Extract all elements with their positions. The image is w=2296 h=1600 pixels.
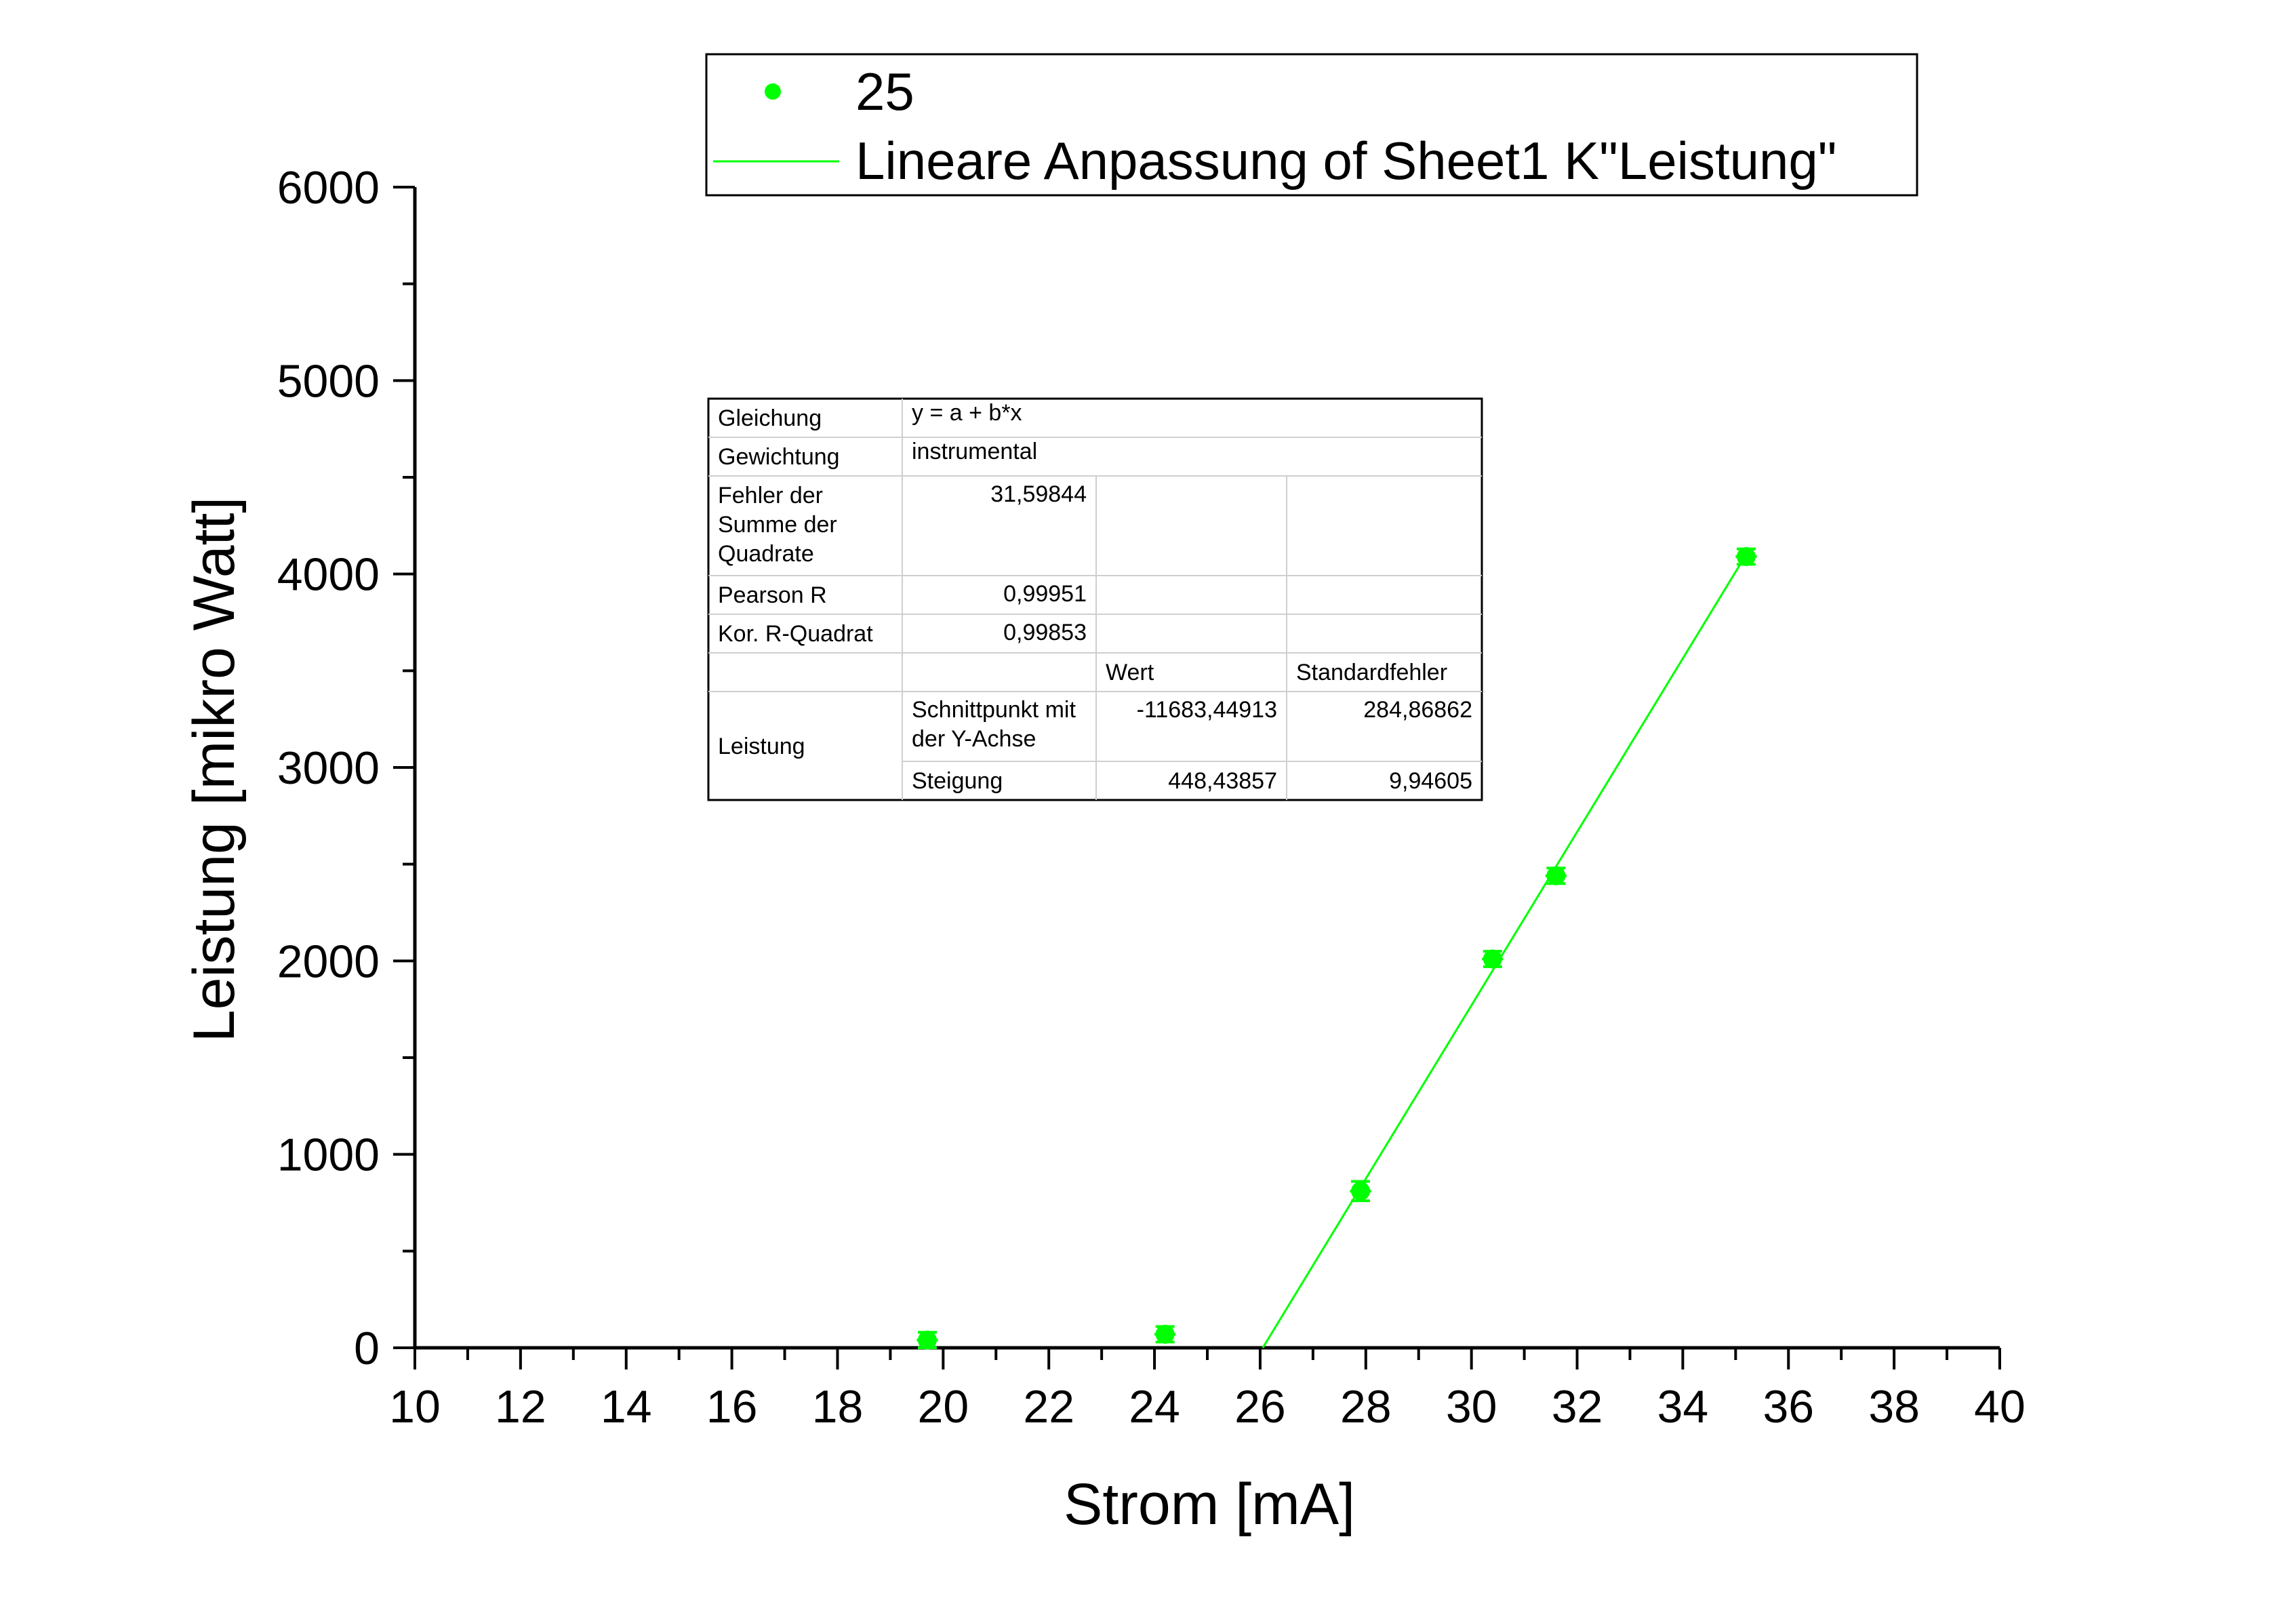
y-tick-label: 2000 [277, 936, 380, 987]
fit-table-cell: Pearson R [718, 582, 827, 608]
y-tick-label: 1000 [277, 1129, 380, 1181]
data-point [917, 1330, 937, 1350]
data-point [1736, 546, 1756, 566]
x-tick-labels: 10 12 14 16 18 20 22 24 26 28 30 32 34 36 38 40 [389, 1381, 2026, 1433]
fit-table-cell: der Y-Achse [912, 726, 1036, 752]
fit-table-cell: Leistung [718, 734, 805, 759]
data-point [1546, 866, 1566, 885]
fit-table-cell: y = a + b*x [912, 400, 1022, 426]
fit-table-cell: Gleichung [718, 405, 822, 431]
x-tick-label: 30 [1446, 1381, 1497, 1433]
legend-marker-scatter [765, 83, 781, 100]
fit-table-cell: -11683,44913 [1137, 697, 1277, 723]
legend: 25 Lineare Anpassung of Sheet1 K"Leistun… [705, 53, 1918, 197]
y-tick-label: 0 [354, 1323, 380, 1374]
x-tick-label: 38 [1868, 1381, 1920, 1433]
fit-table-cell: Gewichtung [718, 444, 840, 470]
y-tick-labels: 0 1000 2000 3000 4000 5000 6000 [277, 162, 380, 1374]
series-layer [917, 546, 1757, 1350]
fit-table-cell: Wert [1106, 660, 1154, 685]
fit-table-cell: instrumental [912, 439, 1037, 464]
fit-table-cell: Fehler der [718, 483, 823, 508]
x-tick-label: 14 [601, 1381, 652, 1433]
fit-table-cell: Kor. R-Quadrat [718, 621, 873, 647]
x-tick-label: 16 [706, 1381, 758, 1433]
y-tick-label: 5000 [277, 355, 380, 407]
x-tick-label: 18 [812, 1381, 864, 1433]
x-tick-label: 22 [1023, 1381, 1074, 1433]
fit-table-cell: Steigung [912, 768, 1003, 794]
x-tick-label: 20 [918, 1381, 969, 1433]
x-tick-label: 40 [1974, 1381, 2026, 1433]
fit-table-cell: 9,94605 [1389, 768, 1472, 794]
axes [393, 186, 2001, 1369]
y-tick-label: 3000 [277, 742, 380, 794]
fit-table-cell: Schnittpunkt mit [912, 697, 1076, 723]
fit-table: Gleichung Gewichtung Fehler der Summe der Qu… [707, 397, 1483, 801]
fit-table-cell: 0,99853 [1003, 620, 1087, 645]
x-tick-label: 24 [1129, 1381, 1180, 1433]
fit-line [1262, 554, 1748, 1348]
legend-box [705, 53, 1918, 197]
x-tick-label: 10 [389, 1381, 441, 1433]
fit-table-border [707, 397, 1483, 801]
x-tick-label: 26 [1234, 1381, 1286, 1433]
fit-table-cell: Standardfehler [1296, 660, 1447, 685]
fit-table-cell: 31,59844 [990, 481, 1087, 507]
legend-label-fit: Lineare Anpassung of Sheet1 K"Leistung" [855, 131, 1836, 191]
x-tick-label: 28 [1340, 1381, 1392, 1433]
y-tick-label: 4000 [277, 549, 380, 601]
x-tick-label: 36 [1763, 1381, 1814, 1433]
x-tick-label: 34 [1657, 1381, 1709, 1433]
x-tick-label: 12 [495, 1381, 546, 1433]
fit-table-cell: 0,99951 [1003, 581, 1087, 607]
x-axis-title: Strom [mA] [1064, 1472, 1355, 1537]
data-point [1483, 949, 1502, 969]
fit-table-cell: 448,43857 [1168, 768, 1277, 794]
data-point [1155, 1325, 1175, 1344]
fit-table-cell: Quadrate [718, 541, 814, 567]
fit-table-cell: Summe der [718, 512, 837, 538]
fit-table-cell: 284,86862 [1363, 697, 1472, 723]
data-point [1351, 1181, 1371, 1201]
legend-label-scatter: 25 [855, 62, 914, 121]
y-axis-title: Leistung [mikro Watt] [182, 497, 247, 1043]
y-tick-label: 6000 [277, 162, 380, 214]
x-tick-label: 32 [1552, 1381, 1603, 1433]
